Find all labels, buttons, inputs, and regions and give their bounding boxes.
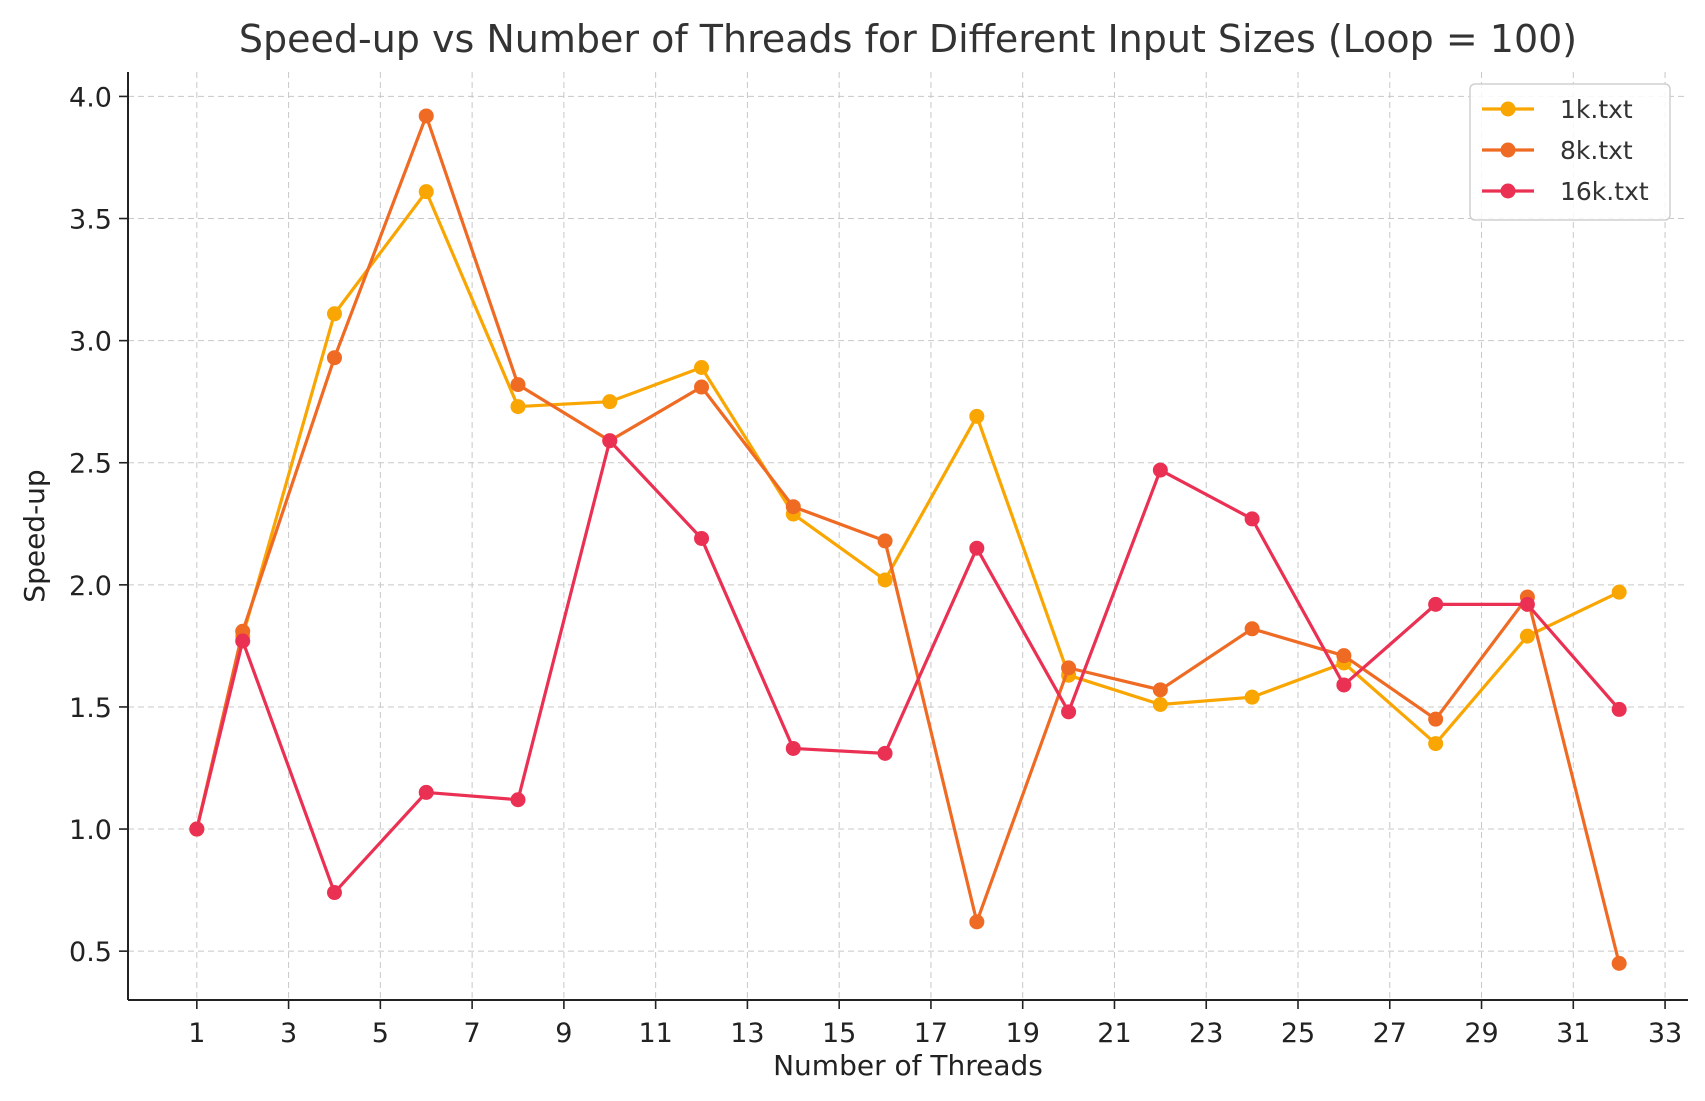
x-tick-label: 13: [730, 1018, 764, 1049]
data-point: [326, 885, 342, 901]
data-point: [1152, 462, 1168, 478]
series-line: [195, 190, 1620, 830]
y-tick-label: 2.0: [69, 571, 112, 602]
data-point: [1244, 621, 1260, 637]
x-tick-label: 17: [914, 1018, 948, 1049]
series-1k-txt: [189, 184, 1627, 837]
y-tick-label: 2.5: [69, 449, 112, 480]
data-point: [418, 184, 434, 200]
data-point: [1061, 704, 1077, 720]
data-point: [418, 108, 434, 124]
legend-swatch-marker: [1500, 142, 1516, 158]
data-point: [510, 792, 526, 808]
x-axis-label: Number of Threads: [773, 1049, 1043, 1082]
legend-label: 16k.txt: [1560, 177, 1649, 206]
data-point: [785, 740, 801, 756]
y-tick-label: 3.5: [69, 205, 112, 236]
series-line: [195, 439, 1621, 895]
x-tick-label: 25: [1281, 1018, 1315, 1049]
legend-swatch-marker: [1500, 101, 1516, 117]
x-tick-label: 5: [372, 1018, 389, 1049]
data-point: [969, 914, 985, 930]
y-tick-label: 1.0: [69, 815, 112, 846]
x-tick-label: 33: [1648, 1018, 1682, 1049]
y-tick-label: 3.0: [69, 327, 112, 358]
x-tick-label: 1: [188, 1018, 205, 1049]
x-tick-label: 9: [555, 1018, 572, 1049]
data-point: [1519, 628, 1535, 644]
legend-swatch-marker: [1500, 183, 1516, 199]
data-point: [1519, 596, 1535, 612]
x-tick-label: 27: [1373, 1018, 1407, 1049]
x-tick-label: 23: [1189, 1018, 1223, 1049]
data-point: [969, 408, 985, 424]
data-point: [602, 433, 618, 449]
legend-label: 8k.txt: [1560, 136, 1633, 165]
data-point: [510, 377, 526, 393]
data-point: [189, 821, 205, 837]
data-point: [877, 572, 893, 588]
x-tick-label: 29: [1464, 1018, 1498, 1049]
data-point: [877, 745, 893, 761]
ticks: 1 3 5 7 9 11 13 15 17 19 21 23 25 27 29 31 330.51.01.52.…: [69, 82, 1682, 1049]
x-tick-label: 3: [280, 1018, 297, 1049]
data-point: [694, 359, 710, 375]
x-tick-label: 19: [1006, 1018, 1040, 1049]
y-tick-label: 4.0: [69, 82, 112, 113]
data-point: [694, 379, 710, 395]
data-point: [1061, 660, 1077, 676]
chart-title: Speed-up vs Number of Threads for Differ…: [239, 17, 1577, 61]
data-point: [1428, 711, 1444, 727]
y-tick-label: 1.5: [69, 693, 112, 724]
series-16k-txt: [189, 433, 1627, 901]
data-point: [602, 394, 618, 410]
legend-box: [1469, 83, 1671, 221]
data-point: [1244, 511, 1260, 527]
data-point: [418, 784, 434, 800]
data-point: [1336, 648, 1352, 664]
data-point: [969, 540, 985, 556]
data-point: [694, 530, 710, 546]
x-tick-label: 31: [1556, 1018, 1590, 1049]
data-point: [1152, 682, 1168, 698]
data-point: [877, 533, 893, 549]
grid: [128, 72, 1688, 1000]
data-point: [1611, 955, 1627, 971]
legend-label: 1k.txt: [1560, 95, 1633, 124]
data-point: [1611, 584, 1627, 600]
data-point: [785, 499, 801, 515]
data-point: [1428, 596, 1444, 612]
x-tick-label: 21: [1097, 1018, 1131, 1049]
y-tick-label: 0.5: [69, 937, 112, 968]
x-tick-label: 11: [638, 1018, 672, 1049]
data-point: [326, 306, 342, 322]
y-axis-label: Speed-up: [18, 469, 51, 602]
data-point: [1336, 677, 1352, 693]
data-point: [510, 399, 526, 415]
data-point: [326, 350, 342, 366]
data-point: [1428, 736, 1444, 752]
series: [189, 108, 1627, 971]
data-point: [1244, 689, 1260, 705]
data-point: [1152, 697, 1168, 713]
x-tick-label: 15: [822, 1018, 856, 1049]
legend: 1k.txt 8k.txt 16k.txt: [1469, 83, 1671, 221]
axes: [127, 72, 1688, 1001]
data-point: [235, 633, 251, 649]
data-point: [1611, 701, 1627, 717]
x-tick-label: 7: [464, 1018, 481, 1049]
